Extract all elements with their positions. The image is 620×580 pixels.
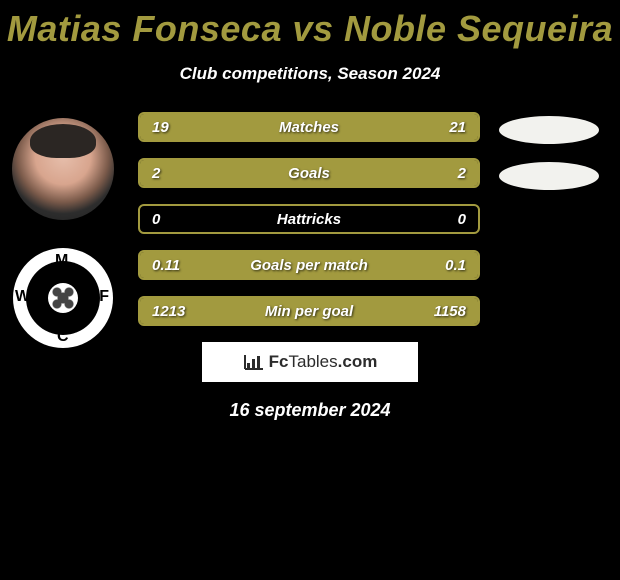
stat-value-right: 2 [396,165,466,182]
page-title: Matias Fonseca vs Noble Sequeira [0,0,620,50]
stats-list: 19Matches21 2Goals2 0Hattricks0 0.11Goals p… [138,112,480,326]
source-attribution: FcTables.com [202,342,418,382]
right-player-placeholder-2 [499,162,599,190]
stat-value-right: 0.1 [396,257,466,274]
stat-label: Goals [222,165,396,182]
stat-label: Goals per match [222,257,396,274]
stat-label: Matches [222,119,396,136]
club-badge: M W F C [13,248,113,348]
stat-value-left: 1213 [152,303,222,320]
date-label: 16 september 2024 [0,400,620,421]
player-avatar [12,118,114,220]
chart-icon [243,353,265,371]
stat-row: 2Goals2 [138,158,480,188]
stat-value-right: 21 [396,119,466,136]
brand-light: Tables [289,352,338,371]
subtitle: Club competitions, Season 2024 [0,64,620,84]
stat-label: Min per goal [222,303,396,320]
stat-value-left: 2 [152,165,222,182]
comparison-panel: M W F C 19Matches212Goals20Hattricks00.1… [0,112,620,326]
stat-value-left: 0 [152,211,222,228]
right-player-placeholder-1 [499,116,599,144]
badge-letter-f: F [99,288,109,306]
stat-row: 0.11Goals per match0.1 [138,250,480,280]
stat-row: 19Matches21 [138,112,480,142]
brand-suffix: .com [338,352,378,371]
soccer-ball-icon [48,283,78,313]
stat-value-right: 0 [396,211,466,228]
left-player-column: M W F C [8,112,118,348]
stat-value-left: 0.11 [152,257,222,274]
stat-value-right: 1158 [396,303,466,320]
badge-inner [26,261,100,335]
stat-value-left: 19 [152,119,222,136]
stat-label: Hattricks [222,211,396,228]
stat-row: 1213Min per goal1158 [138,296,480,326]
source-brand: FcTables.com [269,352,378,372]
right-player-column [494,116,604,208]
brand-bold: Fc [269,352,289,371]
stat-row: 0Hattricks0 [138,204,480,234]
